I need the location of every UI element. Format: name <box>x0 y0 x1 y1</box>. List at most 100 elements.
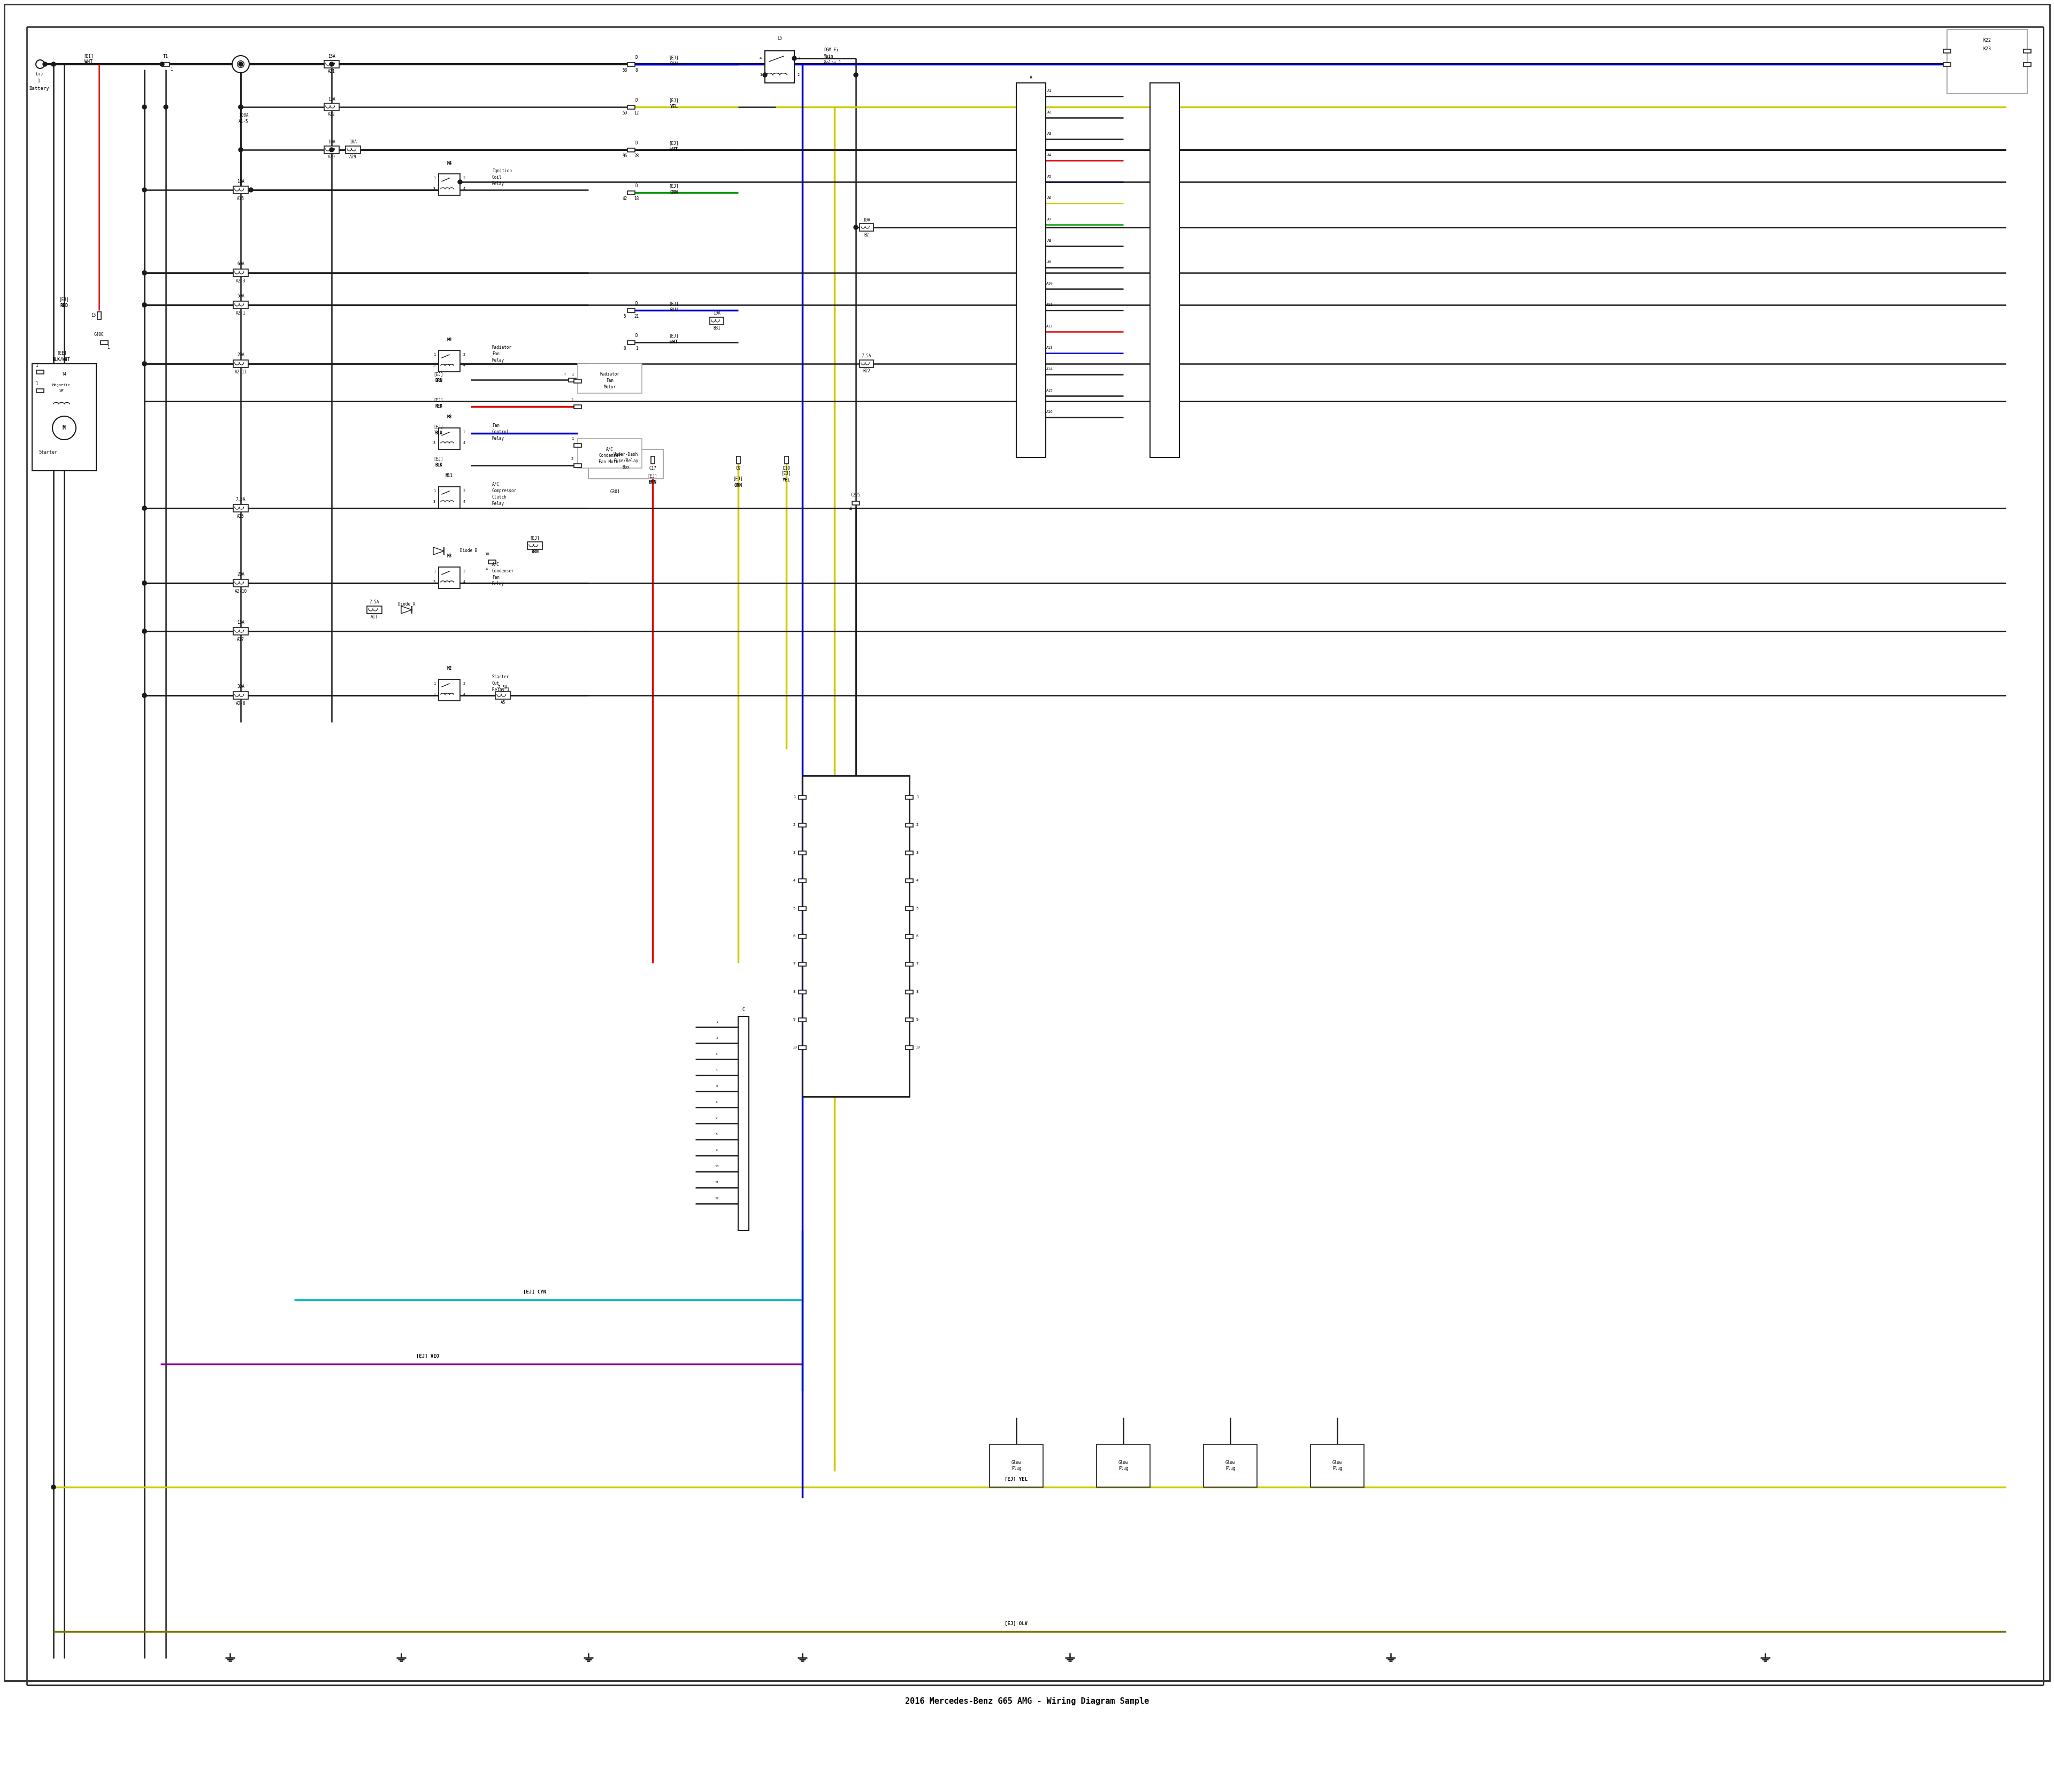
Bar <box>799 878 805 882</box>
Bar <box>97 312 101 319</box>
Circle shape <box>142 694 146 697</box>
Circle shape <box>232 56 249 73</box>
Text: K23: K23 <box>1982 47 1990 52</box>
Circle shape <box>43 63 47 66</box>
Text: A21: A21 <box>329 70 335 73</box>
Circle shape <box>142 581 146 586</box>
Text: A2-11: A2-11 <box>234 369 246 375</box>
Text: 2: 2 <box>462 353 466 357</box>
Bar <box>799 1045 805 1050</box>
Circle shape <box>142 303 146 306</box>
Bar <box>799 907 805 910</box>
Text: 12: 12 <box>715 1197 719 1199</box>
Text: 2: 2 <box>462 570 466 573</box>
Text: 4: 4 <box>760 57 762 59</box>
Polygon shape <box>401 606 413 613</box>
Text: BRN: BRN <box>532 550 538 554</box>
Text: 6: 6 <box>916 934 918 937</box>
Bar <box>577 364 641 392</box>
Circle shape <box>51 1486 55 1489</box>
Bar <box>440 566 460 588</box>
Text: 2: 2 <box>462 430 466 434</box>
Text: 1: 1 <box>916 796 918 799</box>
Text: Ignition: Ignition <box>493 168 511 174</box>
Bar <box>573 378 581 383</box>
Text: 3: 3 <box>433 364 435 367</box>
Text: GRN: GRN <box>670 190 678 195</box>
Text: Under-Dash: Under-Dash <box>614 452 639 457</box>
Text: A1-5: A1-5 <box>238 118 249 124</box>
Text: Fan: Fan <box>493 575 499 579</box>
Text: 100A: 100A <box>238 113 249 118</box>
Bar <box>368 606 382 613</box>
Text: 2: 2 <box>462 489 466 493</box>
Bar <box>440 679 460 701</box>
Text: 3: 3 <box>797 57 799 59</box>
Text: 2: 2 <box>916 823 918 826</box>
Text: 4: 4 <box>462 364 466 367</box>
Text: 3: 3 <box>916 851 918 855</box>
Text: 3: 3 <box>433 581 435 584</box>
Bar <box>234 692 249 699</box>
Text: 4: 4 <box>916 878 918 882</box>
Bar <box>803 776 910 1097</box>
Circle shape <box>142 505 146 511</box>
Text: BLU: BLU <box>435 430 442 435</box>
Bar <box>37 389 43 392</box>
Text: Clutch: Clutch <box>493 495 507 500</box>
Text: Relay: Relay <box>493 358 505 364</box>
Text: 18: 18 <box>635 197 639 201</box>
Text: Condenser: Condenser <box>598 453 620 459</box>
Bar <box>1150 82 1179 457</box>
Bar <box>990 1444 1043 1487</box>
Bar <box>440 174 460 195</box>
Bar <box>906 1045 914 1050</box>
Text: 8: 8 <box>635 68 637 73</box>
Text: 60A: 60A <box>236 262 244 267</box>
Text: (+): (+) <box>35 72 43 77</box>
Text: A13: A13 <box>1045 346 1054 349</box>
Text: A29: A29 <box>349 154 357 159</box>
Text: 11: 11 <box>715 1181 719 1183</box>
Text: Fan: Fan <box>606 378 614 383</box>
Bar <box>234 269 249 276</box>
Circle shape <box>142 106 146 109</box>
Circle shape <box>238 61 244 68</box>
Text: Box: Box <box>622 466 629 470</box>
Text: D: D <box>635 142 637 145</box>
Bar <box>626 63 635 66</box>
Text: 10A: 10A <box>329 140 335 145</box>
Bar <box>906 934 914 937</box>
Bar <box>2023 48 2031 52</box>
Text: 1: 1 <box>35 382 37 387</box>
Text: 1: 1 <box>107 346 109 349</box>
Text: A11: A11 <box>1045 303 1054 306</box>
Text: 42: 42 <box>622 197 626 201</box>
Text: 4: 4 <box>462 186 466 190</box>
Bar <box>573 464 581 468</box>
Circle shape <box>329 63 333 66</box>
Text: 4: 4 <box>793 878 795 882</box>
Bar <box>799 823 805 826</box>
Text: C9: C9 <box>735 466 741 471</box>
Text: 7.5A: 7.5A <box>497 686 507 690</box>
Text: 10: 10 <box>916 1047 920 1048</box>
Bar <box>440 428 460 450</box>
Text: A9: A9 <box>1048 260 1052 263</box>
Text: 2: 2 <box>571 398 573 401</box>
Text: WHT: WHT <box>670 147 678 152</box>
Text: Relay: Relay <box>493 181 505 186</box>
Text: 4: 4 <box>462 694 466 695</box>
Text: A29: A29 <box>329 154 335 159</box>
Text: Glow
Plug: Glow Plug <box>1011 1460 1021 1471</box>
Text: Fuse/Relay: Fuse/Relay <box>614 459 639 464</box>
Circle shape <box>458 179 462 185</box>
Bar <box>1204 1444 1257 1487</box>
Text: 8: 8 <box>916 991 918 993</box>
Circle shape <box>142 629 146 633</box>
Text: Control: Control <box>493 430 509 434</box>
Bar <box>626 149 635 152</box>
Circle shape <box>142 694 146 697</box>
Text: [EJ] VIO: [EJ] VIO <box>417 1353 440 1358</box>
Text: [EJ]: [EJ] <box>60 297 70 303</box>
